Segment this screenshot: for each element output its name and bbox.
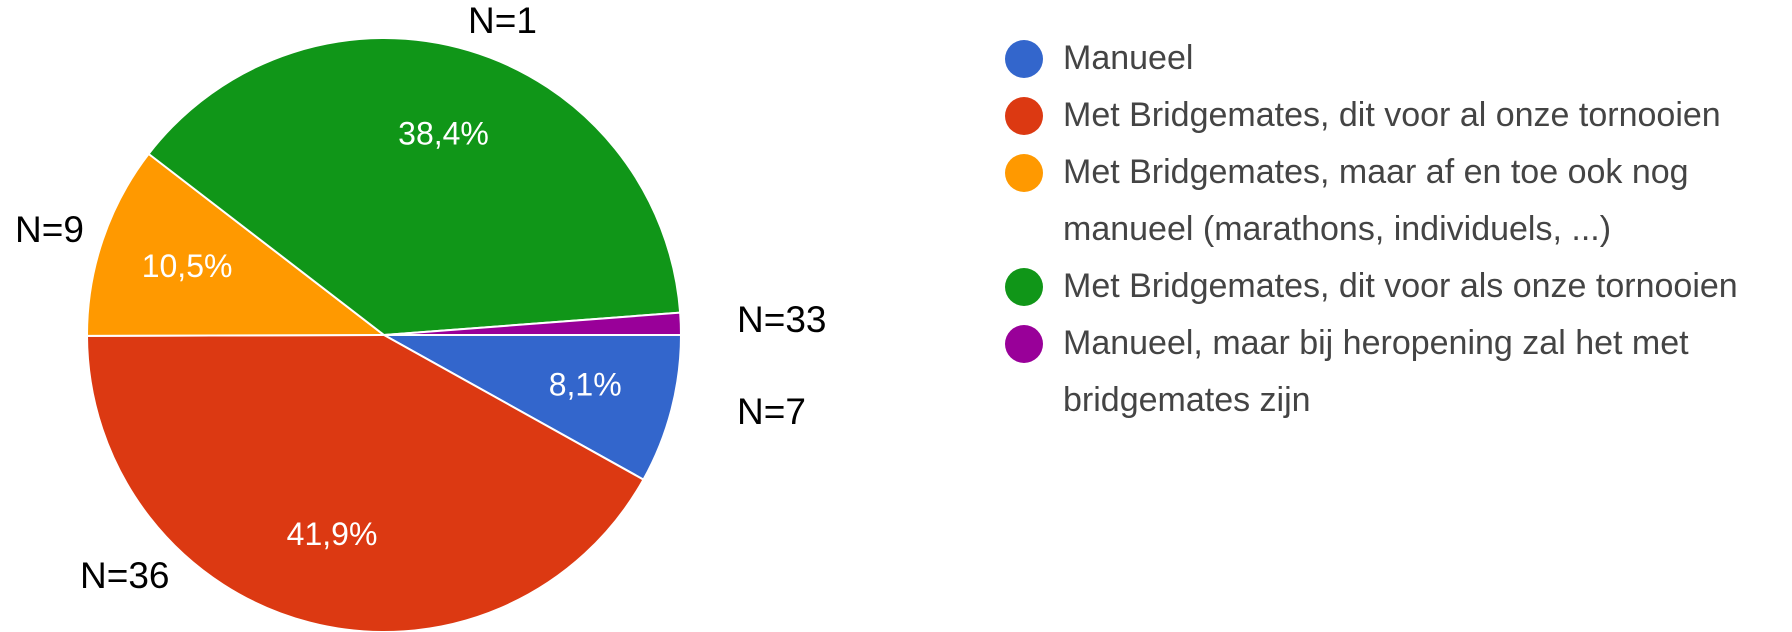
legend-label: Manueel xyxy=(1063,39,1194,77)
count-label: N=36 xyxy=(80,555,169,596)
legend: Manueel Met Bridgemates, dit voor al onze… xyxy=(1005,30,1792,429)
legend-item: Met Bridgemates, dit voor als onze torno… xyxy=(1005,258,1792,315)
legend-item: Manueel, maar bij heropening zal het met… xyxy=(1005,315,1792,429)
value-label: 8,1% xyxy=(549,367,622,403)
pie-slice xyxy=(86,152,387,337)
legend-label: Met Bridgemates, maar af en toe ook nog … xyxy=(1063,153,1689,248)
value-label: 38,4% xyxy=(398,115,489,151)
value-label: 10,5% xyxy=(142,248,233,284)
legend-label: Manueel, maar bij heropening zal het met… xyxy=(1063,324,1689,419)
pie-slice xyxy=(380,334,683,481)
legend-swatch xyxy=(1005,40,1043,78)
pie-slice xyxy=(147,36,682,337)
legend-label: Met Bridgemates, dit voor als onze torno… xyxy=(1063,267,1738,305)
pie-slice xyxy=(85,333,645,632)
legend-swatch xyxy=(1005,268,1043,306)
chart: 8,1% 41,9% 10,5% 38,4% N=7 N=36 N=9 N=33 N=1 xyxy=(15,0,826,632)
legend-swatch xyxy=(1005,154,1043,192)
legend-swatch xyxy=(1005,325,1043,363)
legend-item: Manueel xyxy=(1005,30,1792,87)
legend-item: Met Bridgemates, maar af en toe ook nog … xyxy=(1005,144,1792,258)
pie-slice xyxy=(383,311,683,336)
legend-label: Met Bridgemates, dit voor al onze tornoo… xyxy=(1063,96,1721,134)
value-label: 41,9% xyxy=(287,516,378,552)
count-label: N=9 xyxy=(15,209,84,250)
count-label: N=33 xyxy=(737,299,826,340)
count-label: N=1 xyxy=(468,0,537,41)
legend-item: Met Bridgemates, dit voor al onze tornoo… xyxy=(1005,87,1792,144)
count-label: N=7 xyxy=(737,391,806,432)
legend-swatch xyxy=(1005,97,1043,135)
